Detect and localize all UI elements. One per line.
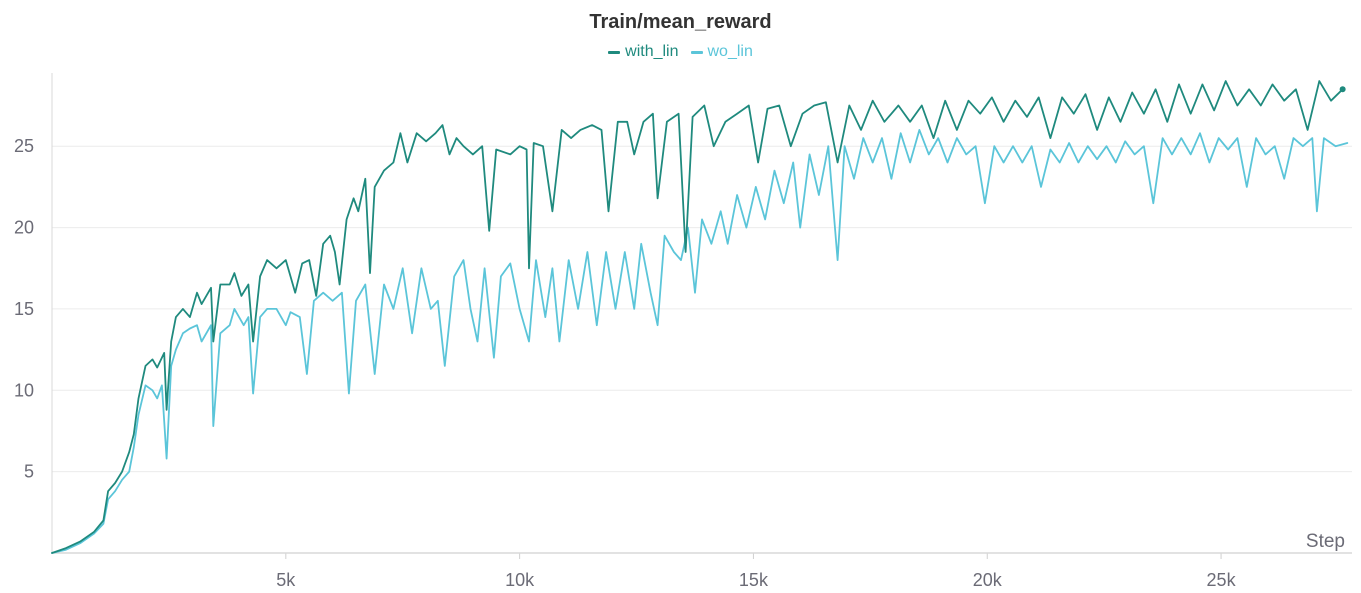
x-tick-label: 5k <box>276 570 296 590</box>
series-line-wo-lin <box>51 129 1349 554</box>
legend-item-wo-lin[interactable]: wo_lin <box>690 43 753 61</box>
legend-label-wo-lin: wo_lin <box>707 43 753 60</box>
y-tick-label: 5 <box>24 462 34 482</box>
legend-item-with-lin[interactable]: with_lin <box>608 43 679 61</box>
legend-label-with-lin: with_lin <box>625 43 679 60</box>
legend-swatch-wo-lin <box>690 50 703 54</box>
chart-title: Train/mean_reward <box>589 11 772 33</box>
legend-swatch-with-lin <box>608 50 621 54</box>
series-line-with-lin <box>51 80 1344 554</box>
x-tick-label: 25k <box>1207 570 1237 590</box>
y-tick-label: 10 <box>14 380 34 400</box>
x-axis-label: Step <box>1306 531 1345 552</box>
series-end-marker-with-lin <box>1339 86 1346 93</box>
x-tick-label: 15k <box>739 570 769 590</box>
x-tick-label: 20k <box>973 570 1003 590</box>
y-tick-label: 25 <box>14 136 34 156</box>
y-tick-label: 20 <box>14 218 34 238</box>
legend: with_lin wo_lin <box>0 43 1361 61</box>
x-tick-label: 10k <box>505 570 535 590</box>
y-tick-label: 15 <box>14 299 34 319</box>
